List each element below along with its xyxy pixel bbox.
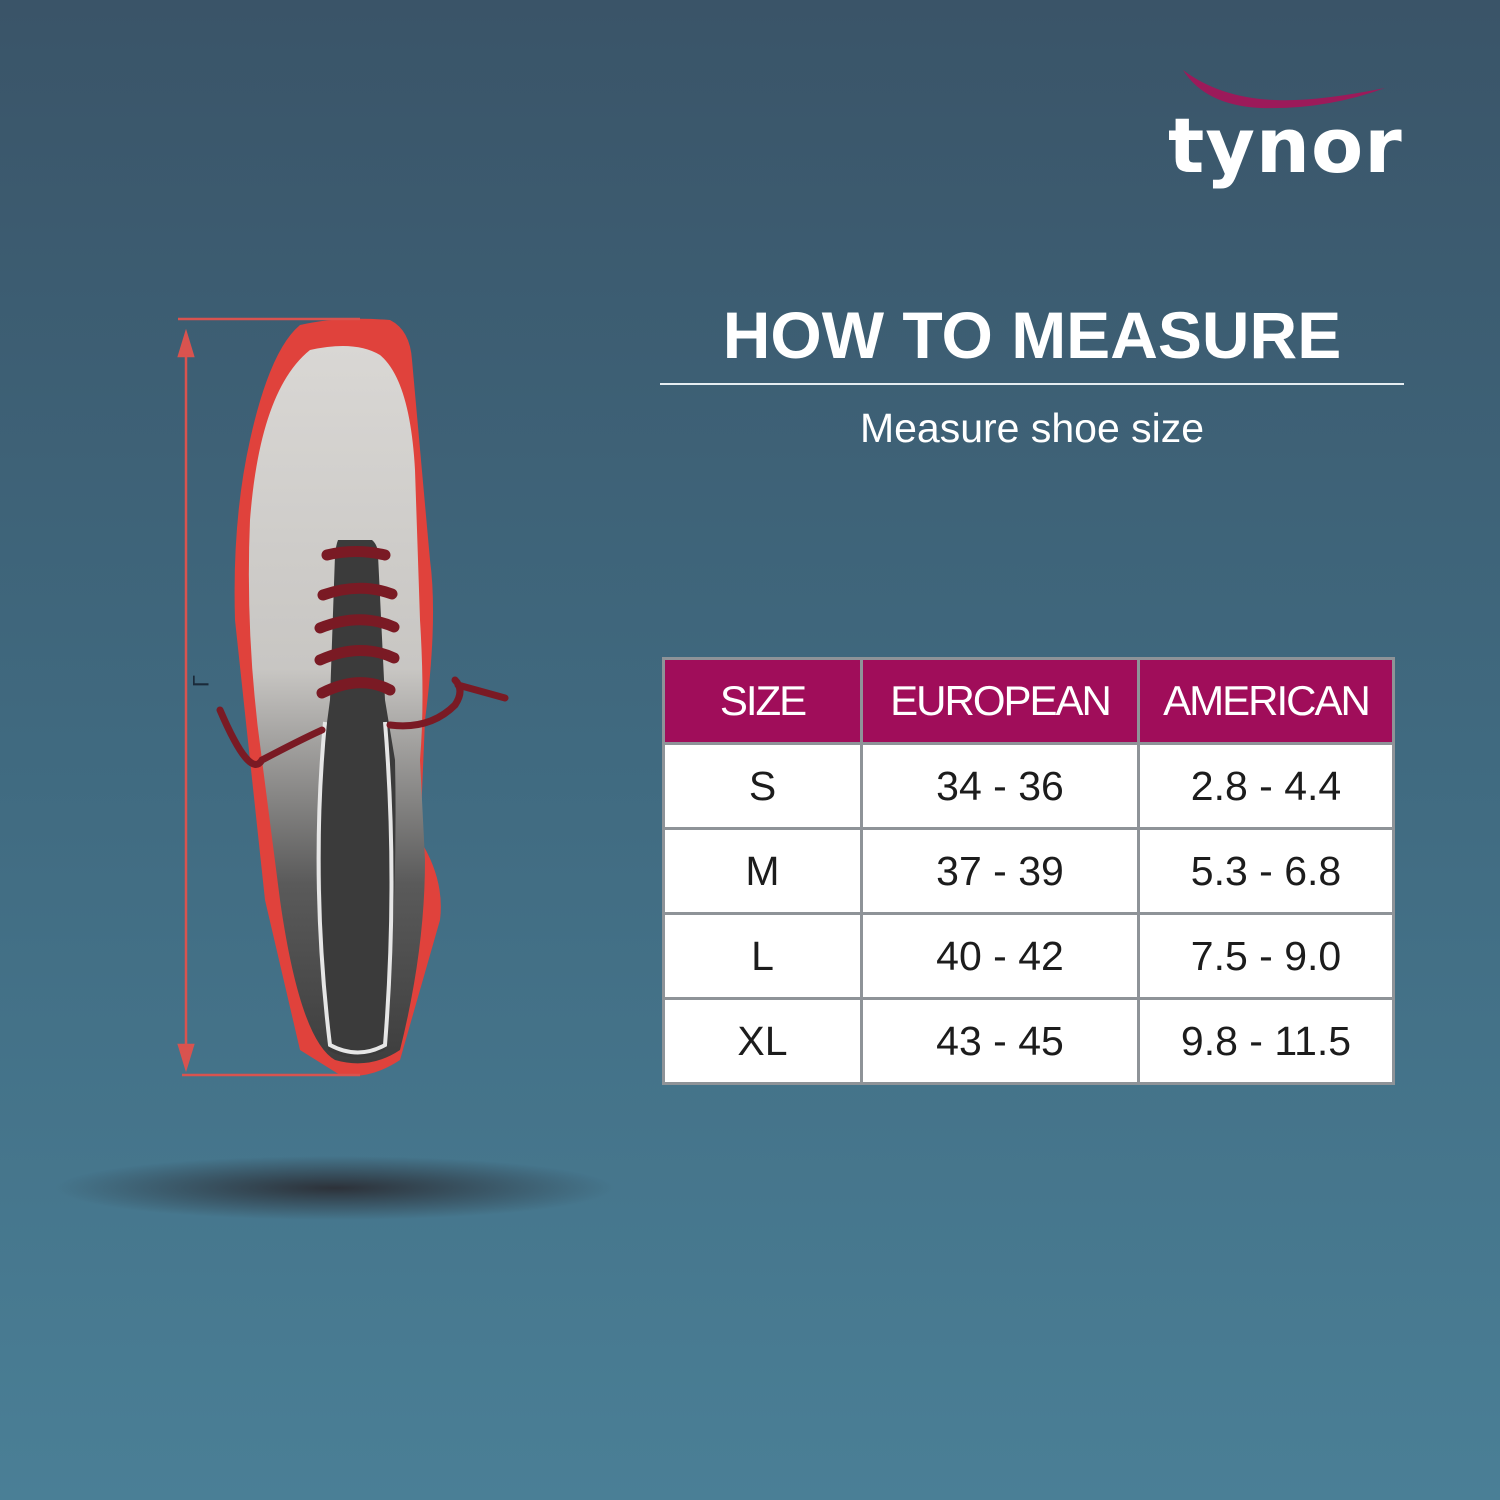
size-cell: S	[662, 742, 863, 830]
length-measurement-line	[177, 317, 360, 1077]
page-subtitle: Measure shoe size	[859, 405, 1205, 451]
title-divider	[660, 383, 1404, 385]
table-row: XL 43 - 45 9.8 - 11.5	[662, 997, 1395, 1085]
european-cell: 37 - 39	[860, 827, 1140, 915]
column-header-size: SIZE	[662, 657, 863, 745]
shoe-shadow	[55, 1156, 615, 1220]
european-cell: 43 - 45	[860, 997, 1140, 1085]
column-header-european: EUROPEAN	[860, 657, 1140, 745]
american-cell: 2.8 - 4.4	[1137, 742, 1395, 830]
american-cell: 5.3 - 6.8	[1137, 827, 1395, 915]
page-title: HOW TO MEASURE	[722, 298, 1342, 372]
length-label: L	[188, 674, 214, 688]
european-cell: 40 - 42	[860, 912, 1140, 1000]
shoe-laces	[216, 546, 509, 768]
size-chart-table: SIZE EUROPEAN AMERICAN S 34 - 36 2.8 - 4…	[662, 657, 1395, 1085]
table-row: L 40 - 42 7.5 - 9.0	[662, 912, 1395, 1000]
tynor-logo-swoosh	[1183, 70, 1385, 109]
shoe-collar	[316, 721, 394, 1055]
column-header-american: AMERICAN	[1137, 657, 1395, 745]
american-cell: 7.5 - 9.0	[1137, 912, 1395, 1000]
table-header-row: SIZE EUROPEAN AMERICAN	[662, 657, 1395, 745]
size-cell: M	[662, 827, 863, 915]
table-row: S 34 - 36 2.8 - 4.4	[662, 742, 1395, 830]
shoe-tongue	[320, 540, 396, 1058]
brand-logo: tynor	[1168, 101, 1403, 190]
size-cell: L	[662, 912, 863, 1000]
size-cell: XL	[662, 997, 863, 1085]
american-cell: 9.8 - 11.5	[1137, 997, 1395, 1085]
european-cell: 34 - 36	[860, 742, 1140, 830]
table-row: M 37 - 39 5.3 - 6.8	[662, 827, 1395, 915]
